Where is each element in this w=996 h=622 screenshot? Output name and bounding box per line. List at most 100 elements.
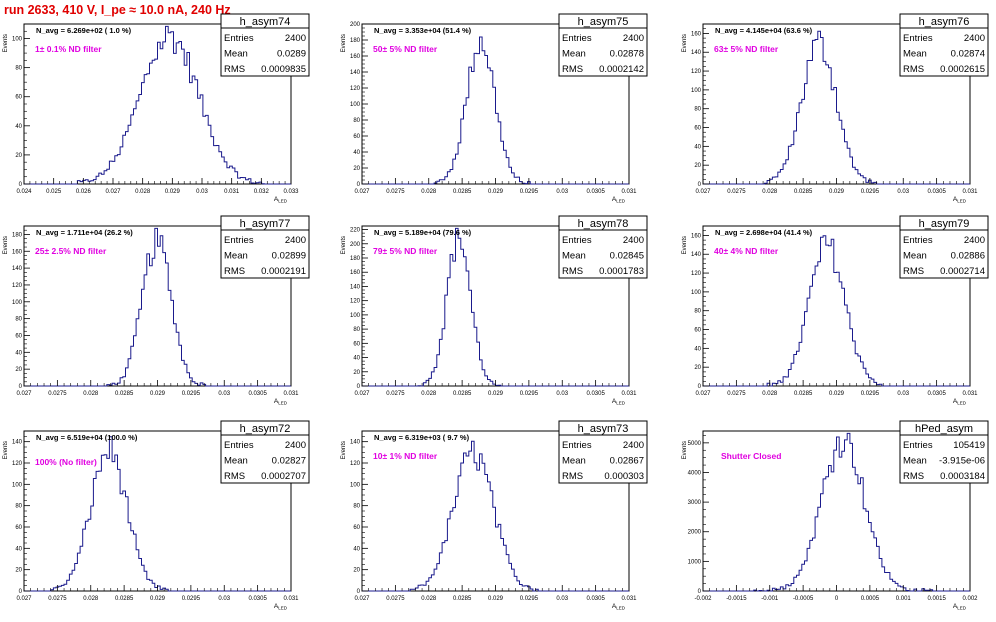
y-tick-label: 140 bbox=[691, 252, 702, 258]
y-tick-label: 100 bbox=[691, 290, 702, 296]
y-tick-label: 60 bbox=[15, 333, 22, 339]
filter-label: 100% (No filter) bbox=[35, 457, 97, 467]
x-tick-label: 0.03 bbox=[556, 391, 568, 397]
y-tick-label: 80 bbox=[15, 66, 22, 72]
stat-label: Mean bbox=[903, 49, 927, 60]
x-tick-label: 0.0285 bbox=[453, 391, 472, 397]
x-tick-label: 0.0305 bbox=[586, 391, 605, 397]
y-tick-label: 160 bbox=[691, 233, 702, 239]
navg-label: N_avg = 6.269e+02 ( 1.0 %) bbox=[36, 26, 132, 35]
histogram-title: h_asym76 bbox=[919, 16, 970, 28]
x-tick-label: 0.0005 bbox=[861, 596, 880, 602]
y-tick-label: 120 bbox=[691, 271, 702, 277]
x-tick-label: 0.029 bbox=[150, 391, 166, 397]
x-tick-label: 0.029 bbox=[150, 596, 166, 602]
x-tick-label: 0.027 bbox=[105, 189, 121, 195]
stat-label: Entries bbox=[903, 235, 933, 246]
x-tick-label: 0.0285 bbox=[453, 596, 472, 602]
x-tick-label: 0.03 bbox=[897, 391, 909, 397]
y-tick-label: 20 bbox=[694, 163, 701, 169]
y-axis-title: Events bbox=[341, 441, 347, 459]
x-tick-label: 0.0305 bbox=[586, 596, 605, 602]
x-tick-label: -0.0015 bbox=[726, 596, 747, 602]
x-tick-label: 0.031 bbox=[621, 189, 637, 195]
histogram-line bbox=[24, 436, 291, 592]
stat-label: Entries bbox=[562, 235, 592, 246]
x-tick-label: 0.031 bbox=[283, 391, 299, 397]
x-tick-label: 0.027 bbox=[695, 391, 711, 397]
y-tick-label: 0 bbox=[698, 182, 702, 188]
y-tick-label: 60 bbox=[694, 328, 701, 334]
histogram-panel-h_asym73: 0.027 0.0275 0.028 0.0285 0.029 0.0295 0.03 0.0… bbox=[341, 420, 648, 611]
y-tick-label: 180 bbox=[350, 38, 361, 44]
y-tick-label: 1000 bbox=[688, 559, 702, 565]
navg-label: N_avg = 3.353e+04 (51.4 %) bbox=[374, 26, 472, 35]
x-axis-title: ALED bbox=[612, 603, 626, 611]
y-axis-title: Events bbox=[682, 34, 688, 52]
y-tick-label: 0 bbox=[698, 589, 702, 595]
stats-box bbox=[558, 13, 648, 77]
y-axis-title: Events bbox=[3, 236, 9, 254]
stat-value: 2400 bbox=[623, 33, 644, 44]
x-tick-label: 0.027 bbox=[16, 596, 32, 602]
navg-label: N_avg = 1.711e+04 (26.2 %) bbox=[36, 228, 133, 237]
x-tick-label: 0.0275 bbox=[48, 391, 67, 397]
x-axis-title: ALED bbox=[612, 398, 626, 406]
histogram-line bbox=[703, 235, 970, 387]
stat-value: 0.02845 bbox=[610, 251, 644, 262]
stat-value: 2400 bbox=[964, 33, 985, 44]
x-tick-label: 0.03 bbox=[218, 596, 230, 602]
y-tick-label: 80 bbox=[15, 504, 22, 510]
histogram-line bbox=[24, 25, 291, 185]
stat-label: Entries bbox=[903, 440, 933, 451]
stats-box bbox=[220, 13, 310, 77]
run-title: run 2633, 410 V, I_pe ≈ 10.0 nA, 240 Hz bbox=[4, 3, 231, 17]
navg-label: N_avg = 5.189e+04 (79.6 %) bbox=[374, 228, 472, 237]
histogram-title: hPed_asym bbox=[915, 423, 973, 435]
filter-label: 1± 0.1% ND filter bbox=[35, 44, 102, 54]
stat-label: RMS bbox=[562, 471, 583, 482]
x-tick-label: 0.0295 bbox=[861, 391, 880, 397]
histogram-title: h_asym77 bbox=[240, 218, 291, 230]
stat-value: 0.02886 bbox=[951, 251, 985, 262]
histogram-panel-h_asym72: 0.027 0.0275 0.028 0.0285 0.029 0.0295 0.03 0.0… bbox=[3, 420, 310, 611]
x-tick-label: 0.0285 bbox=[794, 189, 813, 195]
y-tick-label: 100 bbox=[350, 102, 361, 108]
x-axis-title: ALED bbox=[274, 196, 288, 204]
y-tick-label: 120 bbox=[350, 461, 361, 467]
y-tick-label: 120 bbox=[12, 283, 23, 289]
stat-value: 105419 bbox=[953, 440, 985, 451]
y-tick-label: 100 bbox=[350, 482, 361, 488]
stats-box bbox=[220, 420, 310, 484]
y-tick-label: 220 bbox=[350, 228, 361, 234]
histogram-panel-h_asym79: 0.027 0.0275 0.028 0.0285 0.029 0.0295 0.03 0.0… bbox=[682, 215, 989, 406]
stat-value: 0.0002714 bbox=[940, 266, 985, 277]
x-tick-label: 0.032 bbox=[254, 189, 270, 195]
y-tick-label: 180 bbox=[12, 232, 23, 238]
x-tick-label: 0.029 bbox=[165, 189, 181, 195]
x-tick-label: 0.029 bbox=[488, 596, 504, 602]
stat-label: RMS bbox=[224, 266, 245, 277]
stat-label: Entries bbox=[903, 33, 933, 44]
y-tick-label: 2000 bbox=[688, 530, 702, 536]
y-tick-label: 20 bbox=[694, 365, 701, 371]
x-tick-label: 0 bbox=[835, 596, 839, 602]
y-tick-label: 20 bbox=[15, 568, 22, 574]
stat-value: 0.02827 bbox=[272, 456, 306, 467]
stat-label: Mean bbox=[224, 251, 248, 262]
stat-label: Mean bbox=[562, 456, 586, 467]
stat-value: 2400 bbox=[964, 235, 985, 246]
y-tick-label: 40 bbox=[694, 144, 701, 150]
stat-value: 0.0009835 bbox=[261, 64, 306, 75]
stat-label: Entries bbox=[224, 440, 254, 451]
stat-value: 0.02867 bbox=[610, 456, 644, 467]
histogram-title: h_asym78 bbox=[578, 218, 629, 230]
x-tick-label: -0.0005 bbox=[793, 596, 814, 602]
stat-label: Mean bbox=[903, 456, 927, 467]
x-tick-label: 0.028 bbox=[421, 189, 437, 195]
x-tick-label: 0.0275 bbox=[386, 596, 405, 602]
x-axis-title: ALED bbox=[953, 398, 967, 406]
x-tick-label: 0.031 bbox=[283, 596, 299, 602]
y-tick-label: 100 bbox=[12, 37, 23, 43]
stat-value: 0.0003184 bbox=[940, 471, 985, 482]
